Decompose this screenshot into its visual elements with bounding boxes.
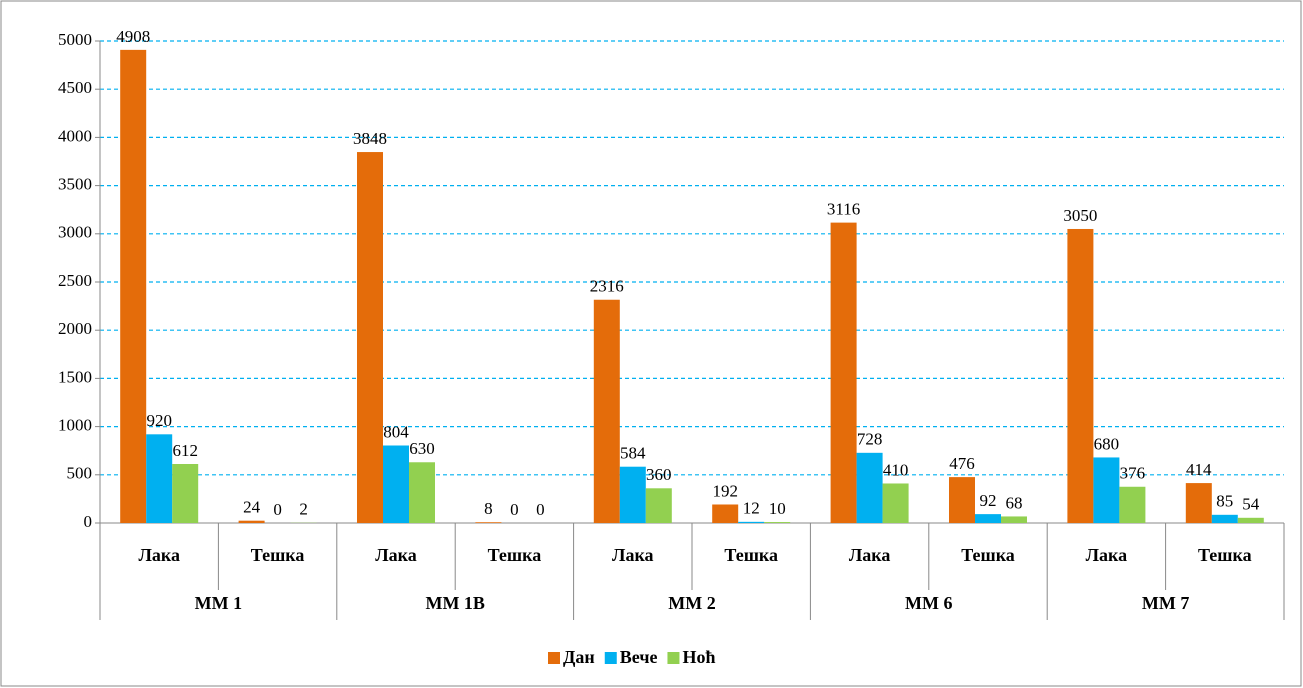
data-label: 8: [484, 499, 493, 518]
data-label: 728: [857, 430, 883, 449]
data-label: 92: [980, 491, 997, 510]
data-label: 24: [243, 498, 261, 517]
data-label: 3116: [827, 200, 860, 219]
y-tick-label: 4500: [58, 78, 92, 97]
x-tick-label: Лака: [1086, 545, 1128, 565]
bar: [1185, 483, 1212, 523]
y-tick-label: 1500: [58, 367, 92, 386]
x-tick-label: Тешка: [1198, 545, 1252, 565]
data-label: 0: [273, 500, 282, 519]
y-tick-label: 1000: [58, 416, 92, 435]
bar: [1211, 514, 1238, 523]
bar: [856, 452, 883, 523]
y-tick-label: 3000: [58, 223, 92, 242]
data-label: 3050: [1063, 206, 1097, 225]
bar: [830, 222, 857, 523]
bar: [1093, 457, 1120, 523]
data-label: 360: [646, 465, 672, 484]
bar: [645, 488, 672, 523]
data-label: 2316: [590, 277, 624, 296]
data-label: 612: [172, 441, 198, 460]
x-tick-label: Лака: [612, 545, 654, 565]
data-label: 920: [146, 411, 172, 430]
bar: [1119, 486, 1146, 523]
data-label: 476: [949, 454, 975, 473]
bar: [949, 477, 975, 523]
data-label: 414: [1186, 460, 1212, 479]
data-label: 804: [383, 422, 409, 441]
x-tick-label: Тешка: [961, 545, 1015, 565]
x-tick-label: Тешка: [488, 545, 542, 565]
bar: [475, 522, 502, 523]
bar: [1067, 228, 1094, 524]
data-label: 54: [1242, 495, 1260, 514]
x-tick-label: Тешка: [251, 545, 305, 565]
x-tick-label: Лака: [849, 545, 891, 565]
x-tick-label: Лака: [138, 545, 180, 565]
x-tick-label: Лака: [375, 545, 417, 565]
data-label: 2: [299, 500, 308, 519]
y-tick-label: 2000: [58, 319, 92, 338]
bar: [146, 434, 173, 523]
bar: [738, 521, 765, 523]
y-tick-label: 0: [84, 512, 93, 531]
x-tick-label: Тешка: [724, 545, 778, 565]
bar: [882, 483, 909, 523]
legend-swatch: [667, 652, 680, 664]
group-label: ММ 7: [1142, 593, 1189, 613]
data-label: 3848: [353, 129, 387, 148]
data-label: 4908: [116, 27, 150, 46]
legend-label: Ноћ: [682, 647, 715, 667]
bar: [238, 520, 265, 523]
data-label: 68: [1006, 493, 1023, 512]
bar: [975, 514, 1001, 523]
bar: [1001, 516, 1027, 523]
data-label: 410: [883, 460, 909, 479]
bar: [172, 464, 199, 523]
data-label: 630: [409, 439, 435, 458]
legend-label: Дан: [563, 647, 595, 667]
bar: [409, 462, 435, 523]
y-tick-label: 500: [67, 464, 93, 483]
data-label: 0: [510, 500, 519, 519]
bar: [383, 445, 409, 523]
bar: [1237, 517, 1264, 523]
bar: [764, 522, 791, 523]
data-label: 85: [1216, 492, 1233, 511]
data-label: 192: [712, 481, 738, 500]
legend-label: Вече: [620, 647, 658, 667]
bar: [619, 466, 646, 523]
data-label: 10: [769, 499, 786, 518]
group-label: ММ 6: [905, 593, 952, 613]
y-tick-label: 5000: [58, 30, 92, 49]
bar: [120, 49, 147, 523]
legend-swatch: [604, 652, 617, 664]
data-label: 376: [1120, 464, 1146, 483]
legend-swatch: [548, 652, 560, 664]
bar: [357, 152, 383, 523]
group-label: ММ 2: [668, 593, 715, 613]
data-label: 584: [620, 444, 646, 463]
y-tick-label: 2500: [58, 271, 92, 290]
bar: [712, 504, 739, 523]
group-label: ММ 1В: [425, 593, 484, 613]
y-tick-label: 4000: [58, 126, 92, 145]
y-tick-label: 3500: [58, 175, 92, 194]
group-label: ММ 1: [195, 593, 242, 613]
data-label: 0: [536, 500, 545, 519]
data-label: 680: [1094, 434, 1120, 453]
bar: [593, 299, 620, 523]
data-label: 12: [743, 499, 760, 518]
